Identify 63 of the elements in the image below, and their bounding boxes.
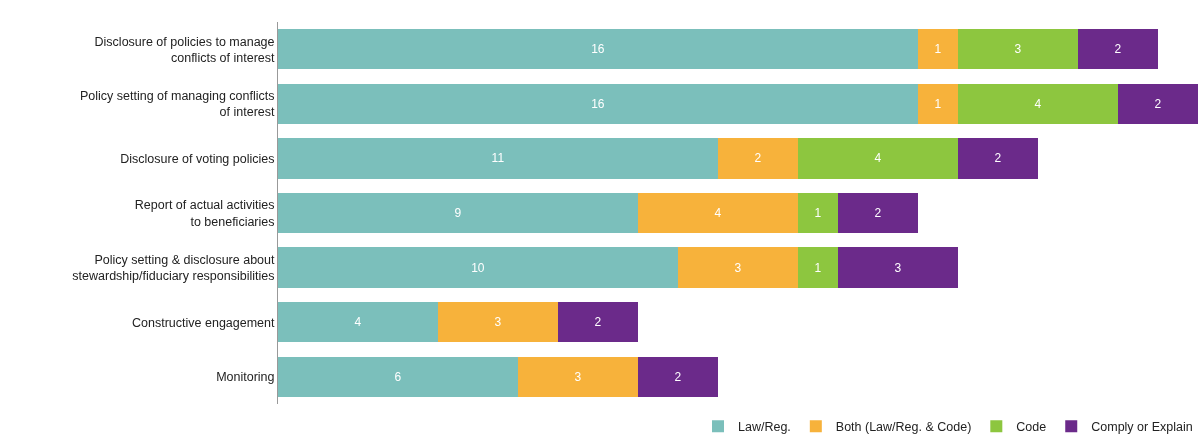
bar (278, 192, 638, 234)
y-tick-label: Disclosure of voting policies (120, 151, 275, 166)
y-tick-label: Monitoring (216, 370, 275, 385)
bar (678, 247, 798, 288)
bar (838, 192, 918, 234)
bar (278, 138, 718, 179)
data-label: 4 (354, 315, 362, 330)
data-label: 1 (814, 206, 822, 220)
data-label: 2 (674, 369, 682, 384)
legend-label: Comply or Explain (1091, 420, 1193, 435)
data-label: 3 (1014, 42, 1022, 57)
bar (918, 29, 958, 70)
bar (438, 301, 558, 343)
bar (958, 138, 1038, 179)
data-label: 2 (754, 151, 762, 166)
legend-label: Both (Law/Reg. & Code) (835, 420, 972, 435)
data-label: 2 (1114, 42, 1122, 57)
bar (798, 192, 838, 234)
bar (278, 29, 918, 70)
y-tick-label: Constructive engagement (132, 315, 276, 330)
bar (278, 301, 438, 343)
bar (718, 138, 798, 179)
bar (798, 247, 838, 288)
bar (918, 83, 958, 125)
data-label: 2 (874, 206, 882, 220)
data-label: 3 (494, 315, 502, 330)
y-tick-label: Policy setting of managing conflicts of interest (79, 89, 276, 120)
bar (1078, 29, 1158, 70)
bar (958, 29, 1078, 70)
bar (638, 356, 718, 397)
data-label: 1 (934, 42, 942, 57)
data-label: 16 (591, 96, 605, 111)
bar (838, 247, 958, 288)
data-label: 4 (1034, 96, 1042, 111)
bar (278, 356, 518, 397)
data-label: 11 (491, 151, 505, 166)
legend-label: Law/Reg. (738, 420, 791, 435)
bar (798, 138, 958, 179)
data-label: 1 (814, 260, 822, 275)
data-label: 1 (934, 96, 942, 111)
data-label: 2 (994, 151, 1002, 166)
data-label: 10 (471, 260, 485, 275)
bar (278, 83, 918, 125)
legend-label: Code (1016, 420, 1047, 435)
bar (1118, 83, 1198, 125)
bar (518, 356, 638, 397)
data-label: 4 (874, 151, 882, 166)
y-tick-label: Disclosure of policies to manage conflicts of interest (94, 34, 276, 65)
data-label: 3 (574, 369, 582, 384)
bar (278, 247, 678, 288)
data-label: 4 (714, 206, 722, 220)
bar (558, 301, 638, 343)
data-label: 6 (394, 369, 402, 384)
bar (958, 83, 1118, 125)
data-label: 16 (591, 42, 605, 57)
data-label: 3 (894, 260, 902, 275)
bar (638, 192, 798, 234)
data-label: 2 (594, 315, 602, 330)
data-label: 2 (1154, 96, 1162, 111)
y-tick-label: Report of actual activities to beneficiaries (134, 198, 275, 229)
y-tick-label: Policy setting & disclosure about stewardship/fiduciary responsibilities (72, 252, 276, 284)
data-label: 9 (454, 206, 462, 220)
data-label: 3 (734, 260, 742, 275)
